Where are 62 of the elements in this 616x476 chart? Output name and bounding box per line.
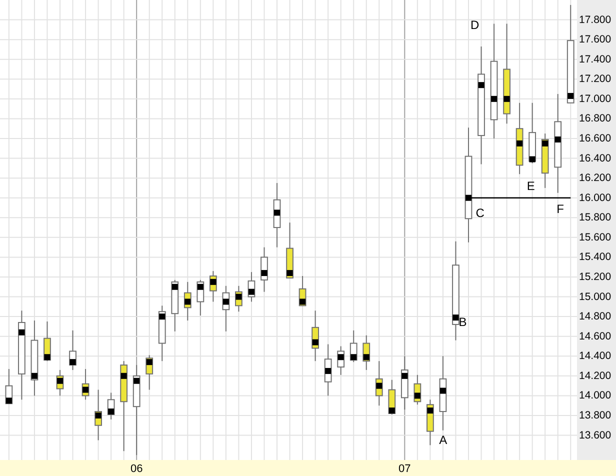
point	[350, 354, 357, 360]
point	[504, 96, 510, 102]
point	[146, 359, 152, 366]
point	[18, 329, 25, 336]
point	[134, 378, 140, 384]
point	[120, 372, 127, 379]
point	[44, 354, 50, 360]
point	[427, 408, 434, 414]
annotation: B	[458, 315, 467, 329]
y-tick-label: 13.600	[579, 429, 612, 442]
y-tick-label: 16.000	[579, 192, 612, 204]
point	[363, 354, 370, 360]
point	[554, 136, 561, 142]
y-tick-label: 15.000	[579, 290, 612, 303]
point	[108, 408, 114, 415]
y-tick-label: 15.400	[579, 251, 612, 264]
y-tick-label: 15.800	[579, 212, 612, 224]
y-tick-label: 17.000	[579, 92, 612, 105]
point	[491, 96, 498, 102]
y-tick-label: 16.600	[579, 132, 612, 144]
y-tick-label: 14.600	[579, 330, 612, 342]
point	[440, 388, 446, 394]
y-tick-label: 16.400	[579, 152, 612, 164]
point	[478, 82, 484, 88]
point	[31, 372, 38, 379]
point	[388, 408, 395, 414]
point	[172, 284, 178, 290]
point	[261, 270, 268, 276]
y-tick-label: 15.600	[579, 231, 612, 244]
y-tick-label: 17.200	[579, 73, 612, 86]
y-tick-label: 14.400	[579, 350, 612, 362]
y-tick-label: 15.200	[579, 270, 612, 283]
point	[6, 398, 12, 404]
annotation: F	[556, 202, 564, 216]
point	[312, 339, 318, 346]
y-tick-label: 13.800	[579, 409, 612, 422]
annotation: E	[526, 178, 535, 193]
point	[568, 92, 574, 99]
y-tick-label: 17.800	[579, 14, 612, 26]
y-tick-label: 16.800	[579, 112, 612, 125]
y-tick-label: 16.200	[579, 172, 612, 184]
y-tick-label: 14.000	[579, 390, 612, 402]
point	[452, 314, 459, 321]
point	[529, 156, 536, 162]
point	[70, 359, 76, 366]
x-tick-label: 06	[130, 463, 143, 475]
point	[402, 372, 408, 379]
point	[197, 284, 204, 290]
point	[516, 140, 523, 146]
y-tick-label: 14.200	[579, 370, 612, 382]
annotation: C	[476, 206, 485, 220]
y-tick-label: 17.400	[579, 53, 612, 66]
point	[542, 140, 548, 146]
y-tick-label: 17.600	[579, 34, 612, 46]
point	[274, 210, 280, 216]
annotation: A	[439, 433, 448, 448]
y-tick-label: 14.800	[579, 310, 612, 323]
annotation: D	[470, 18, 480, 32]
x-tick-label: 07	[398, 463, 411, 475]
point	[159, 314, 166, 320]
point	[286, 270, 293, 276]
point	[300, 298, 306, 305]
